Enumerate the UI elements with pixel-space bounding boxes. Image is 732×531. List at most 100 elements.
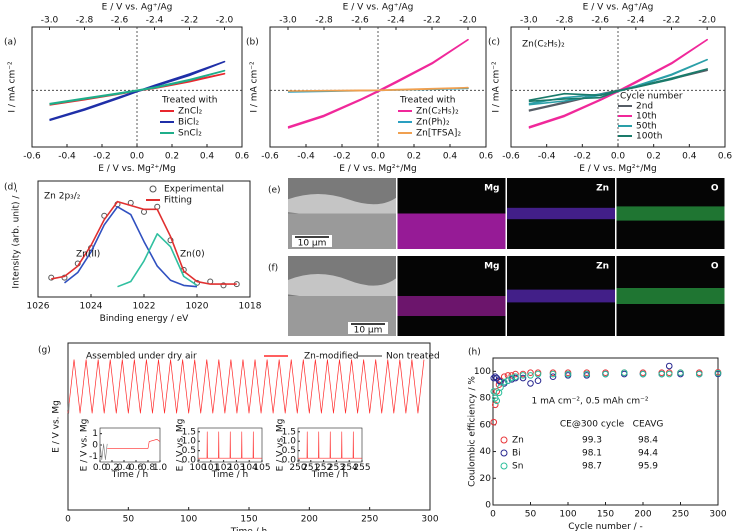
- table-cell: 95.9: [638, 462, 658, 472]
- y-tick-label: 1.5: [282, 427, 296, 437]
- x2-tick-label: -2.2: [423, 16, 441, 26]
- channel-label: O: [711, 262, 719, 272]
- x-axis-label: Binding energy / eV: [100, 314, 190, 324]
- x-tick-label: 150: [597, 510, 614, 520]
- x-axis-label: E / V vs. Mg²⁺/Mg: [579, 164, 657, 174]
- x-tick-label: -0.4: [58, 152, 76, 162]
- x2-tick-label: -2.8: [76, 16, 94, 26]
- x-tick-label: 0.0: [130, 152, 145, 162]
- annotation: Zn(C₂H₅)₂: [522, 40, 565, 50]
- element-signal: [616, 288, 725, 304]
- data-point: [512, 370, 519, 378]
- x-tick-label: 250: [672, 510, 689, 520]
- x-tick-label: 200: [301, 515, 318, 525]
- y-tick-label: 0.5: [282, 446, 296, 456]
- channel-label: Zn: [596, 262, 609, 272]
- data-point: [602, 370, 609, 378]
- panel-label: (a): [4, 38, 17, 48]
- y-axis-label: E / V vs. Mg: [276, 419, 286, 472]
- x-tick-label: 0.2: [647, 152, 661, 162]
- series-line: [64, 205, 198, 288]
- data-point: [508, 374, 516, 382]
- data-point: [665, 370, 673, 378]
- x-tick-label: -0.2: [93, 152, 111, 162]
- data-point: [695, 370, 703, 378]
- x-tick-label: 0.4: [443, 152, 458, 162]
- scale-bar-label: 10 μm: [354, 326, 383, 336]
- data-point: [620, 369, 628, 377]
- channel-label: Zn: [596, 184, 609, 194]
- legend-title: Treated with: [161, 96, 217, 106]
- data-point: [549, 370, 557, 378]
- legend-label: Zn(Ph)₂: [416, 118, 450, 128]
- data-point: [639, 370, 647, 378]
- x-tick-label: 0.4: [117, 463, 132, 473]
- x-tick-label: 101: [202, 463, 219, 473]
- data-point: [534, 370, 542, 378]
- channel-label: O: [711, 184, 719, 194]
- y-axis-label: Intensity (arb. unit) / -: [12, 189, 22, 288]
- x-tick-label: 102: [215, 463, 232, 473]
- series-line: [67, 359, 425, 414]
- panel-label: (c): [488, 38, 500, 48]
- series-line: [287, 38, 469, 129]
- data-point: [491, 401, 499, 409]
- x-tick-label: 250: [361, 515, 378, 525]
- data-point: [564, 370, 572, 378]
- x-tick-label: 0.6: [129, 463, 144, 473]
- panel-label: (h): [468, 348, 481, 358]
- x-tick-label: 253: [328, 463, 345, 473]
- legend-label: 50th: [636, 122, 657, 132]
- legend-label: Bi: [512, 449, 521, 459]
- element-signal: [507, 207, 615, 220]
- y-tick-label: 1.0: [182, 437, 197, 447]
- series-line: [528, 38, 708, 129]
- y-tick-label: 100: [474, 367, 491, 377]
- series-line: [298, 431, 362, 459]
- x-tick-label: -0.6: [261, 152, 279, 162]
- x-tick-label: 251: [302, 463, 319, 473]
- x-tick-label: 1020: [186, 302, 209, 312]
- panel-label: (f): [268, 264, 278, 274]
- table-header: CE@300 cycle: [560, 420, 625, 430]
- x2-tick-label: -3.0: [520, 16, 538, 26]
- legend-swatch: [149, 185, 157, 193]
- x-axis-label: E / V vs. Mg²⁺/Mg: [98, 164, 176, 174]
- scale-bar-label: 10 μm: [298, 239, 327, 249]
- series-line: [99, 443, 108, 461]
- legend-label: Zn(C₂H₅)₂: [416, 107, 459, 117]
- channel-label: Mg: [484, 184, 499, 194]
- series-line: [198, 431, 262, 459]
- data-point: [490, 374, 498, 382]
- y-tick-label: 0.5: [182, 446, 196, 456]
- x2-axis-label: E / V vs. Ag⁺/Ag: [343, 3, 414, 13]
- legend-swatch: [500, 449, 508, 457]
- x-tick-label: -0.6: [502, 152, 520, 162]
- panel-label: (b): [246, 38, 259, 48]
- x-tick-label: 0: [65, 515, 71, 525]
- x2-tick-label: -2.4: [146, 16, 164, 26]
- table-cell: 99.3: [582, 436, 602, 446]
- legend-label: Fitting: [164, 196, 192, 206]
- x-axis-label: E / V vs. Mg²⁺/Mg: [339, 164, 417, 174]
- series-label: Zn(II): [76, 250, 100, 260]
- legend-label: SnCl₂: [178, 129, 202, 139]
- x2-tick-label: -2.0: [459, 16, 477, 26]
- x2-tick-label: -2.8: [556, 16, 574, 26]
- legend-label: Experimental: [164, 185, 224, 195]
- x2-tick-label: -2.2: [181, 16, 199, 26]
- x-tick-label: 200: [634, 510, 651, 520]
- panel-label: (e): [268, 186, 281, 196]
- sem-layer: [288, 274, 396, 300]
- y-axis-label: I / mA cm⁻²: [250, 61, 260, 113]
- x-tick-label: 105: [253, 463, 270, 473]
- x-tick-label: 0.0: [371, 152, 386, 162]
- x-tick-label: 0.4: [200, 152, 215, 162]
- x-tick-label: 103: [228, 463, 245, 473]
- panel-label: (d): [4, 183, 17, 193]
- x-axis-label: Time / h: [111, 470, 148, 480]
- channel-label: Mg: [484, 262, 499, 272]
- table-cell: 98.4: [638, 436, 658, 446]
